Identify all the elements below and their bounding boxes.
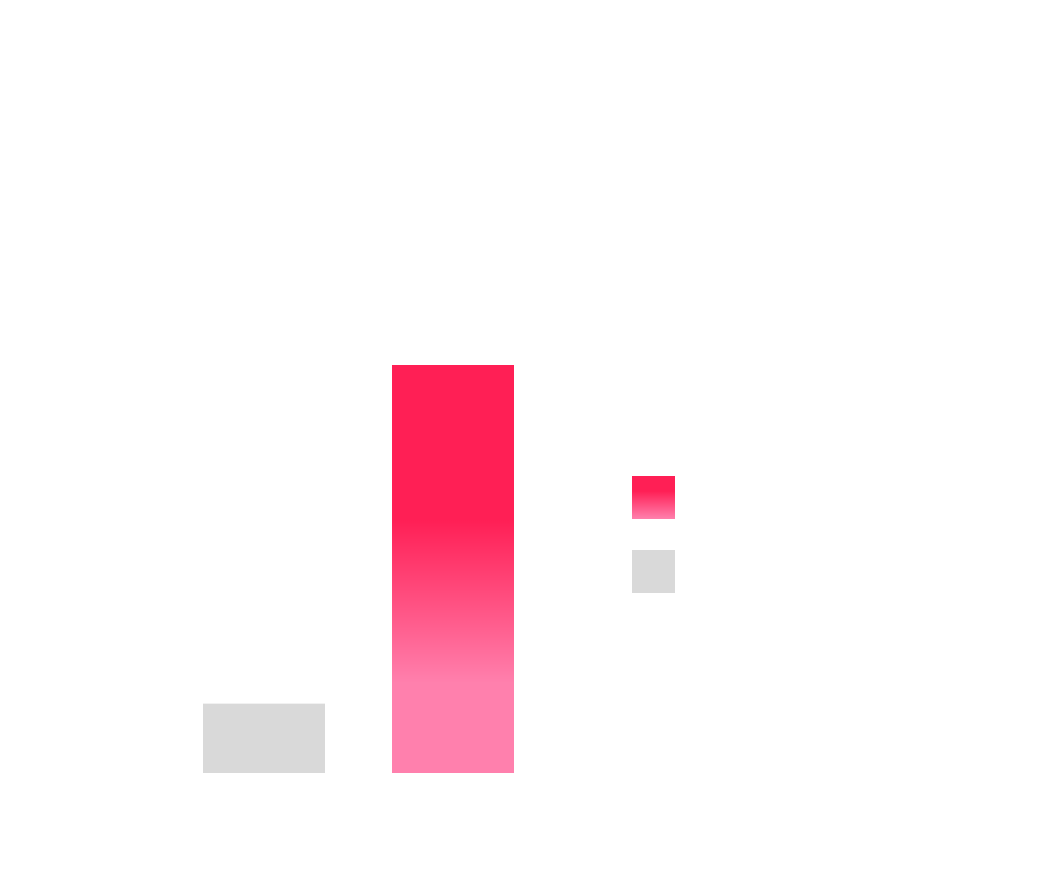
legend-swatch-1 [632, 476, 675, 519]
legend-swatch-2 [632, 550, 675, 593]
bars-group [203, 365, 514, 773]
legend [632, 476, 675, 593]
bar-2 [392, 365, 514, 773]
bar-1 [203, 703, 325, 773]
